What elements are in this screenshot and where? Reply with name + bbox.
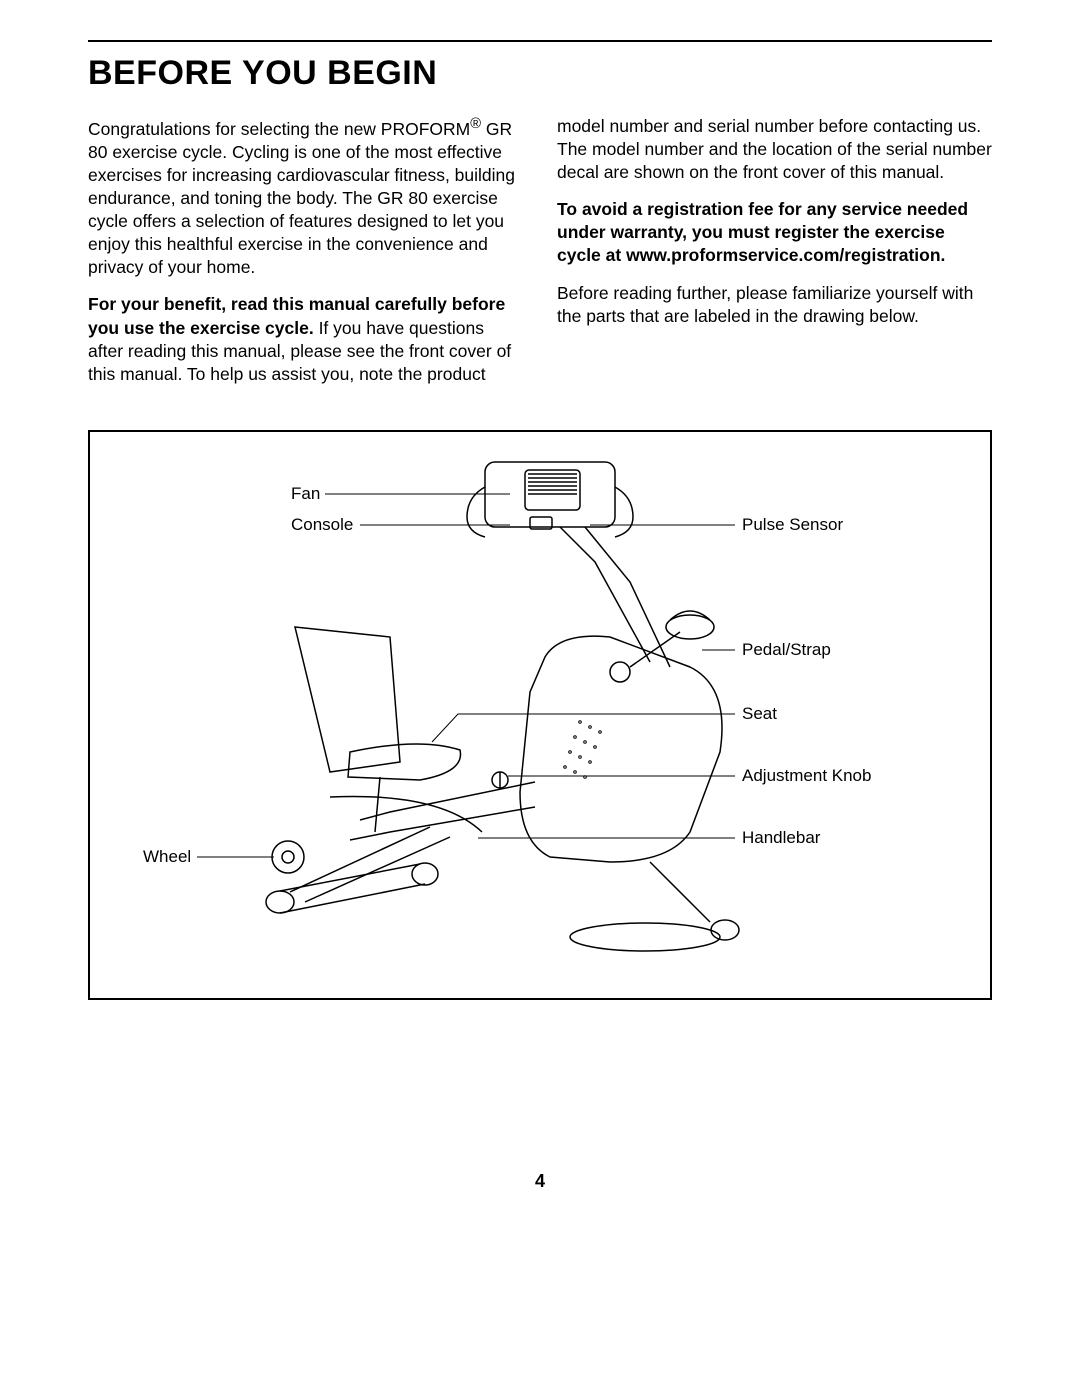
registration-paragraph: To avoid a registration fee for any serv… — [557, 198, 992, 267]
intro-text-b: GR 80 exercise cycle. Cycling is one of … — [88, 119, 515, 278]
exercise-cycle-illustration — [90, 432, 990, 998]
top-rule — [88, 40, 992, 42]
label-adjustment-knob: Adjustment Knob — [742, 766, 871, 786]
registered-mark: ® — [470, 116, 481, 132]
label-pulse-sensor: Pulse Sensor — [742, 515, 843, 535]
column-left: Congratulations for selecting the new PR… — [88, 115, 523, 400]
column-right: model number and serial number before co… — [557, 115, 992, 400]
benefit-paragraph: For your benefit, read this manual caref… — [88, 293, 523, 385]
page-number: 4 — [0, 1171, 1080, 1192]
page-title: BEFORE YOU BEGIN — [88, 54, 992, 93]
label-fan: Fan — [291, 484, 320, 504]
label-handlebar: Handlebar — [742, 828, 820, 848]
familiarize-paragraph: Before reading further, please familiari… — [557, 282, 992, 328]
intro-text-a: Congratulations for selecting the new PR… — [88, 119, 470, 139]
parts-diagram: Fan Console Wheel Pulse Sensor Pedal/Str… — [88, 430, 992, 1000]
model-paragraph: model number and serial number before co… — [557, 115, 992, 184]
label-console: Console — [291, 515, 353, 535]
text-columns: Congratulations for selecting the new PR… — [88, 115, 992, 400]
label-seat: Seat — [742, 704, 777, 724]
intro-paragraph: Congratulations for selecting the new PR… — [88, 115, 523, 279]
label-wheel: Wheel — [143, 847, 191, 867]
label-pedal-strap: Pedal/Strap — [742, 640, 831, 660]
